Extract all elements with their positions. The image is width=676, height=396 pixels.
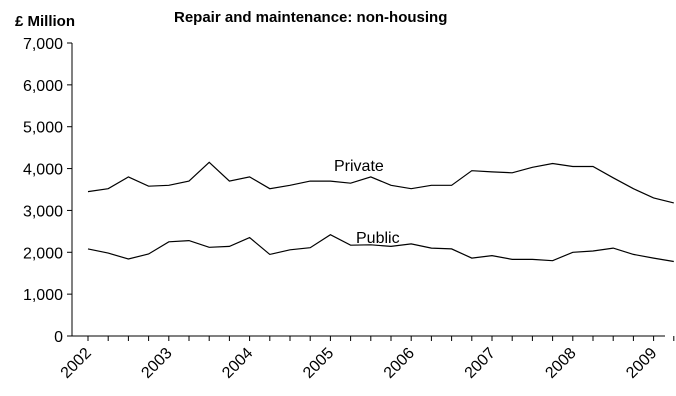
series-group: Private Public	[87, 158, 674, 263]
x-tick-label: 2007	[462, 345, 499, 382]
y-tick-label: 6,000	[23, 78, 63, 95]
y-axis-unit-label: £ Million	[15, 13, 75, 30]
y-tick-label: 4,000	[23, 162, 63, 179]
series-line-private	[87, 161, 674, 204]
series-line-public	[87, 234, 674, 263]
x-tick-label: 2002	[58, 345, 95, 382]
series-label-public: Public	[356, 230, 400, 247]
x-tick-label: 2008	[542, 345, 579, 382]
x-tick-label: 2004	[219, 345, 256, 382]
chart-title: Repair and maintenance: non-housing	[174, 9, 447, 26]
series-label-private: Private	[334, 158, 384, 175]
x-tick-label: 2009	[623, 345, 660, 382]
x-tick-label: 2003	[138, 345, 175, 382]
y-tick-label: 5,000	[23, 120, 63, 137]
axes: 0 1,000 2,000 3,000 4,000 5,000 6,000 7,000 2002…	[23, 36, 675, 382]
y-tick-label: 3,000	[23, 203, 63, 220]
y-tick-label: 0	[54, 329, 63, 346]
y-tick-label: 2,000	[23, 245, 63, 262]
x-tick-label: 2005	[300, 345, 337, 382]
y-tick-label: 1,000	[23, 287, 63, 304]
x-tick-label: 2006	[381, 345, 418, 382]
y-tick-label: 7,000	[23, 36, 63, 53]
